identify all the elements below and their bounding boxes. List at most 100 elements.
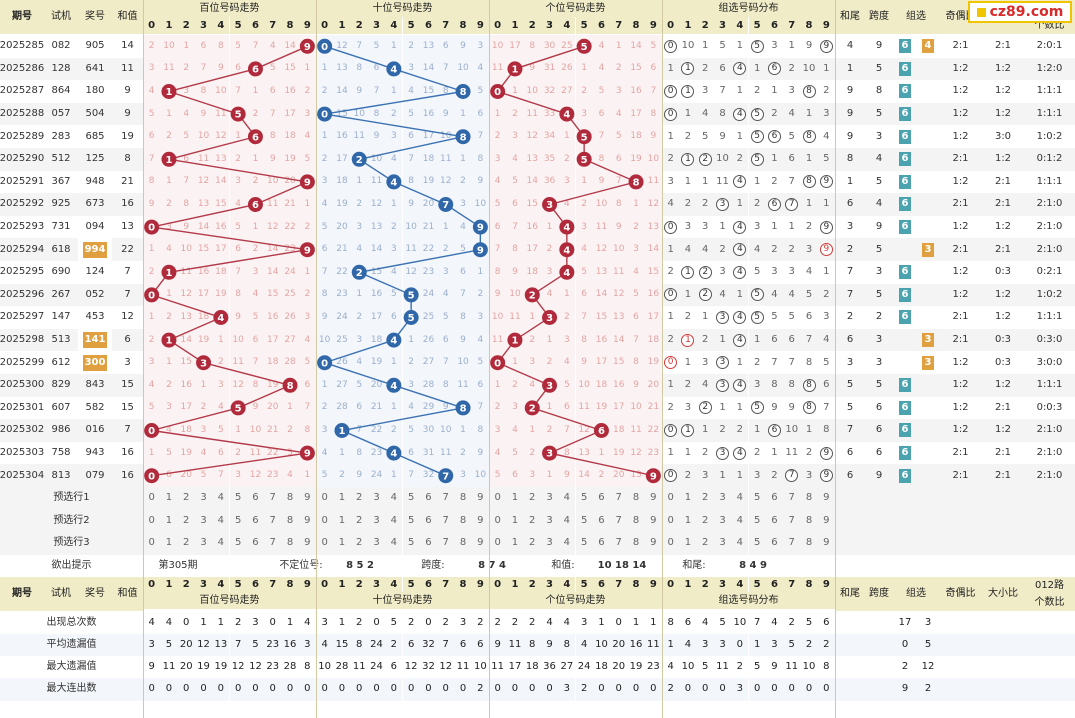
preselect-digit[interactable]: 7 [610, 487, 628, 510]
preselect-digit[interactable]: 1 [679, 509, 697, 533]
preselect-digit[interactable]: 8 [800, 487, 818, 510]
preselect-digit[interactable]: 3 [194, 509, 213, 533]
preselect-digit[interactable]: 3 [713, 532, 732, 555]
preselect-digit[interactable]: 5 [229, 509, 247, 533]
preselect-digit[interactable]: 0 [143, 532, 161, 555]
preselect-digit[interactable]: 5 [748, 509, 766, 533]
preselect-digit[interactable]: 4 [212, 487, 230, 510]
preselect-digit[interactable]: 7 [437, 487, 455, 510]
preselect-digit[interactable]: 5 [748, 532, 766, 555]
preselect-digit[interactable]: 7 [783, 509, 801, 533]
preselect-digit[interactable]: 0 [662, 487, 680, 510]
preselect-digit[interactable]: 1 [679, 532, 697, 555]
preselect-digit[interactable]: 7 [783, 532, 801, 555]
preselect-digit[interactable]: 3 [540, 509, 559, 533]
preselect-digit[interactable]: 9 [471, 509, 489, 533]
preselect-digit[interactable]: 7 [264, 509, 282, 533]
preselect-digit[interactable]: 8 [281, 487, 299, 510]
preselect-digit[interactable]: 3 [194, 532, 213, 555]
preselect-digit[interactable]: 3 [713, 509, 732, 533]
preselect-digit[interactable]: 3 [194, 487, 213, 510]
preselect-digit[interactable]: 7 [783, 487, 801, 510]
preselect-digit[interactable]: 0 [662, 532, 680, 555]
preselect-digit[interactable]: 5 [402, 532, 420, 555]
preselect-digit[interactable]: 9 [817, 487, 835, 510]
preselect-digit[interactable]: 3 [540, 487, 559, 510]
preselect-digit[interactable]: 9 [644, 532, 662, 555]
preselect-digit[interactable]: 7 [610, 509, 628, 533]
preselect-digit[interactable]: 4 [558, 509, 576, 533]
preselect-digit[interactable]: 5 [748, 487, 766, 510]
preselect-digit[interactable]: 8 [281, 509, 299, 533]
preselect-digit[interactable]: 4 [558, 487, 576, 510]
preselect-digit[interactable]: 1 [160, 532, 178, 555]
preselect-digit[interactable]: 8 [800, 509, 818, 533]
preselect-digit[interactable]: 8 [627, 509, 645, 533]
preselect-digit[interactable]: 5 [229, 532, 247, 555]
preselect-digit[interactable]: 0 [489, 532, 507, 555]
preselect-digit[interactable]: 1 [506, 487, 524, 510]
preselect-digit[interactable]: 9 [298, 509, 316, 533]
preselect-digit[interactable]: 4 [731, 532, 749, 555]
preselect-digit[interactable]: 1 [333, 532, 351, 555]
preselect-digit[interactable]: 2 [696, 487, 714, 510]
preselect-digit[interactable]: 9 [298, 487, 316, 510]
site-logo[interactable]: cz89.com [968, 1, 1072, 23]
preselect-digit[interactable]: 6 [765, 509, 784, 533]
preselect-digit[interactable]: 6 [419, 487, 438, 510]
preselect-digit[interactable]: 6 [765, 487, 784, 510]
preselect-digit[interactable]: 6 [592, 487, 611, 510]
preselect-digit[interactable]: 1 [333, 487, 351, 510]
preselect-digit[interactable]: 4 [385, 509, 403, 533]
preselect-digit[interactable]: 1 [160, 487, 178, 510]
preselect-digit[interactable]: 7 [264, 487, 282, 510]
preselect-digit[interactable]: 8 [627, 487, 645, 510]
preselect-digit[interactable]: 3 [367, 532, 386, 555]
preselect-digit[interactable]: 4 [558, 532, 576, 555]
preselect-digit[interactable]: 4 [385, 487, 403, 510]
preselect-digit[interactable]: 8 [281, 532, 299, 555]
preselect-digit[interactable]: 8 [627, 532, 645, 555]
preselect-digit[interactable]: 0 [662, 509, 680, 533]
preselect-digit[interactable]: 2 [523, 532, 541, 555]
preselect-digit[interactable]: 4 [212, 509, 230, 533]
preselect-digit[interactable]: 3 [367, 509, 386, 533]
preselect-digit[interactable]: 6 [592, 532, 611, 555]
preselect-digit[interactable]: 7 [264, 532, 282, 555]
preselect-digit[interactable]: 9 [471, 487, 489, 510]
preselect-digit[interactable]: 4 [731, 509, 749, 533]
preselect-digit[interactable]: 0 [143, 487, 161, 510]
preselect-digit[interactable]: 6 [246, 509, 265, 533]
preselect-digit[interactable]: 1 [333, 509, 351, 533]
preselect-digit[interactable]: 3 [367, 487, 386, 510]
preselect-digit[interactable]: 2 [177, 532, 195, 555]
preselect-digit[interactable]: 8 [454, 509, 472, 533]
preselect-digit[interactable]: 0 [143, 509, 161, 533]
preselect-digit[interactable]: 9 [644, 509, 662, 533]
preselect-digit[interactable]: 9 [817, 532, 835, 555]
preselect-digit[interactable]: 5 [402, 509, 420, 533]
preselect-digit[interactable]: 7 [437, 532, 455, 555]
preselect-digit[interactable]: 0 [316, 487, 334, 510]
preselect-digit[interactable]: 4 [385, 532, 403, 555]
preselect-digit[interactable]: 6 [246, 532, 265, 555]
preselect-digit[interactable]: 6 [246, 487, 265, 510]
preselect-digit[interactable]: 9 [817, 509, 835, 533]
preselect-digit[interactable]: 4 [212, 532, 230, 555]
preselect-digit[interactable]: 5 [575, 532, 593, 555]
preselect-digit[interactable]: 8 [800, 532, 818, 555]
preselect-digit[interactable]: 8 [454, 487, 472, 510]
preselect-digit[interactable]: 7 [610, 532, 628, 555]
preselect-digit[interactable]: 9 [298, 532, 316, 555]
preselect-digit[interactable]: 5 [402, 487, 420, 510]
preselect-digit[interactable]: 2 [350, 532, 368, 555]
preselect-digit[interactable]: 7 [437, 509, 455, 533]
preselect-digit[interactable]: 2 [523, 487, 541, 510]
preselect-digit[interactable]: 8 [454, 532, 472, 555]
preselect-digit[interactable]: 6 [765, 532, 784, 555]
preselect-digit[interactable]: 3 [540, 532, 559, 555]
preselect-digit[interactable]: 6 [419, 509, 438, 533]
preselect-digit[interactable]: 1 [506, 532, 524, 555]
preselect-digit[interactable]: 2 [696, 532, 714, 555]
preselect-digit[interactable]: 0 [489, 509, 507, 533]
